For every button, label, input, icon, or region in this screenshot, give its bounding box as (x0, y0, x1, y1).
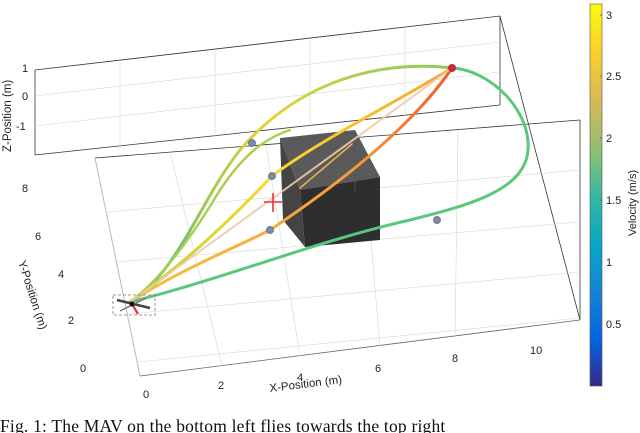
x-axis-label: X-Position (m) (269, 374, 343, 395)
colorbar-tick: 1 (606, 257, 612, 269)
colorbar-tick: 0.5 (606, 319, 621, 331)
obstacle-diagonal (299, 143, 353, 189)
x-tick: 10 (530, 345, 542, 357)
colorbar: 3 2.5 2 1.5 1 0.5 Velocity (m/s) (589, 3, 639, 387)
trajectory-mid-low (128, 66, 454, 304)
figure-caption: Fig. 1: The MAV on the bottom left flies… (0, 416, 446, 433)
waypoint-marker (266, 226, 274, 234)
y-tick: 4 (58, 269, 64, 281)
trajectory-right-loop (128, 66, 530, 304)
trajectories (128, 64, 530, 304)
colorbar-label: Velocity (m/s) (627, 170, 639, 236)
x-tick-labels: 0 2 4 6 8 10 (143, 345, 542, 401)
waypoint-markers (248, 139, 441, 234)
target-cross-marker (264, 193, 282, 212)
x-tick: 4 (297, 372, 303, 384)
z-tick: -1 (16, 121, 26, 133)
x-tick: 8 (452, 353, 458, 365)
x-tick: 0 (143, 389, 149, 401)
x-tick: 6 (375, 363, 381, 375)
colorbar-tick: 3 (606, 10, 612, 22)
waypoint-marker (248, 139, 256, 147)
z-tick-labels: 1 0 -1 (16, 63, 28, 133)
y-tick: 6 (35, 231, 41, 243)
colorbar-tick: 2 (606, 133, 612, 145)
colorbar-tick: 1.5 (606, 195, 621, 207)
trajectory-left-low (128, 128, 292, 304)
y-tick: 2 (68, 315, 74, 327)
z-axis-label: Z-Position (m) (2, 80, 14, 152)
y-tick-labels: 0 2 4 6 8 (22, 183, 86, 375)
goal-point (448, 64, 456, 72)
colorbar-tick: 2.5 (606, 71, 621, 83)
mav-drone-icon (112, 294, 156, 316)
z-tick: 1 (22, 63, 28, 75)
z-tick: 0 (22, 91, 28, 103)
waypoint-marker (268, 172, 276, 180)
waypoint-marker (433, 216, 441, 224)
y-tick: 0 (80, 363, 86, 375)
trajectory-straight (129, 67, 453, 303)
colorbar-gradient (590, 4, 602, 386)
y-tick: 8 (22, 183, 28, 195)
x-tick: 2 (218, 380, 224, 392)
y-axis-label: Y-Position (m) (15, 259, 49, 331)
trajectory-plot: 0 2 4 6 8 10 X-Position (m) 0 2 4 6 8 Y-… (2, 3, 639, 401)
